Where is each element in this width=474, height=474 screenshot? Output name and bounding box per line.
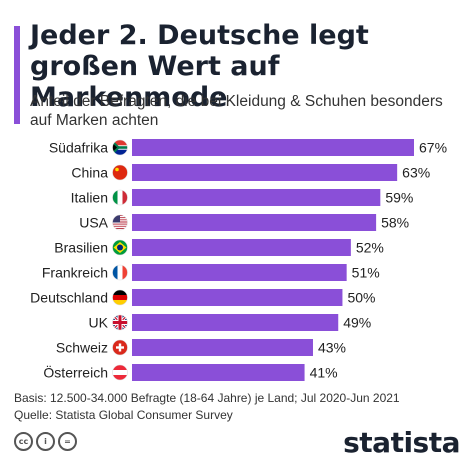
bar-row: USA 58% — [79, 214, 409, 231]
bar-row: UK 49% — [89, 314, 371, 331]
basis-note: Basis: 12.500-34.000 Befragte (18-64 Jah… — [14, 391, 400, 405]
bar-row: Österreich 41% — [43, 364, 338, 381]
bar-row: Brasilien 52% — [54, 239, 384, 256]
bar-row: Südafrika 67% — [49, 139, 447, 156]
cc-icon[interactable]: cc — [14, 432, 33, 451]
flag-brazil-icon — [112, 240, 128, 255]
title-accent-bar — [14, 26, 20, 124]
bar-row: China 63% — [71, 164, 430, 181]
flag-usa-icon — [112, 215, 128, 230]
bar[interactable] — [132, 364, 305, 381]
footer-notes: Basis: 12.500-34.000 Befragte (18-64 Jah… — [14, 390, 400, 424]
value-label: 67% — [419, 140, 447, 156]
flag-south-africa-icon — [112, 140, 128, 155]
category-label: UK — [89, 315, 109, 331]
category-label: Deutschland — [30, 290, 108, 306]
category-label: Schweiz — [56, 340, 108, 356]
chart-title: Jeder 2. Deutsche legt großen Wert auf M… — [30, 20, 369, 113]
bar-row: Frankreich 51% — [42, 264, 380, 281]
bar[interactable] — [132, 314, 339, 331]
flag-germany-icon — [112, 290, 128, 305]
flag-switzerland-icon — [112, 340, 128, 355]
value-label: 49% — [343, 315, 371, 331]
flag-austria-icon — [112, 365, 128, 380]
flag-italy-icon — [112, 190, 128, 205]
source-note: Quelle: Statista Global Consumer Survey — [14, 408, 233, 422]
flag-china-icon — [112, 165, 128, 180]
bar[interactable] — [132, 289, 343, 306]
bar[interactable] — [132, 239, 351, 256]
category-label: Österreich — [43, 364, 108, 381]
bar[interactable] — [132, 189, 381, 206]
value-label: 52% — [356, 240, 384, 256]
value-label: 58% — [381, 215, 409, 231]
category-label: Frankreich — [42, 265, 108, 281]
statista-logo[interactable]: statista — [343, 426, 460, 459]
value-label: 41% — [310, 365, 338, 381]
bar[interactable] — [132, 139, 414, 156]
value-label: 50% — [347, 290, 375, 306]
chart-subtitle: Anteil der Befragten, die bei Kleidung &… — [30, 93, 443, 129]
value-label: 51% — [352, 265, 380, 281]
license-icons: cc i = — [14, 432, 77, 451]
bar-row: Schweiz 43% — [56, 339, 346, 356]
category-label: Italien — [71, 190, 108, 206]
category-label: USA — [79, 215, 108, 231]
nd-icon[interactable]: = — [58, 432, 77, 451]
value-label: 59% — [385, 190, 413, 206]
value-label: 43% — [318, 340, 346, 356]
by-icon[interactable]: i — [36, 432, 55, 451]
category-label: China — [71, 165, 108, 181]
category-label: Brasilien — [54, 240, 108, 256]
bar[interactable] — [132, 214, 377, 231]
bar-row: Deutschland 50% — [30, 289, 375, 306]
flag-uk-icon — [112, 315, 128, 330]
bar[interactable] — [132, 164, 398, 181]
flag-france-icon — [112, 265, 128, 280]
bar[interactable] — [132, 339, 313, 356]
bar[interactable] — [132, 264, 347, 281]
bar-row: Italien 59% — [71, 189, 413, 206]
value-label: 63% — [402, 165, 430, 181]
bar-chart: Südafrika 67% China 63% Italien 59% USA 58% Bras… — [30, 139, 447, 381]
category-label: Südafrika — [49, 140, 108, 156]
